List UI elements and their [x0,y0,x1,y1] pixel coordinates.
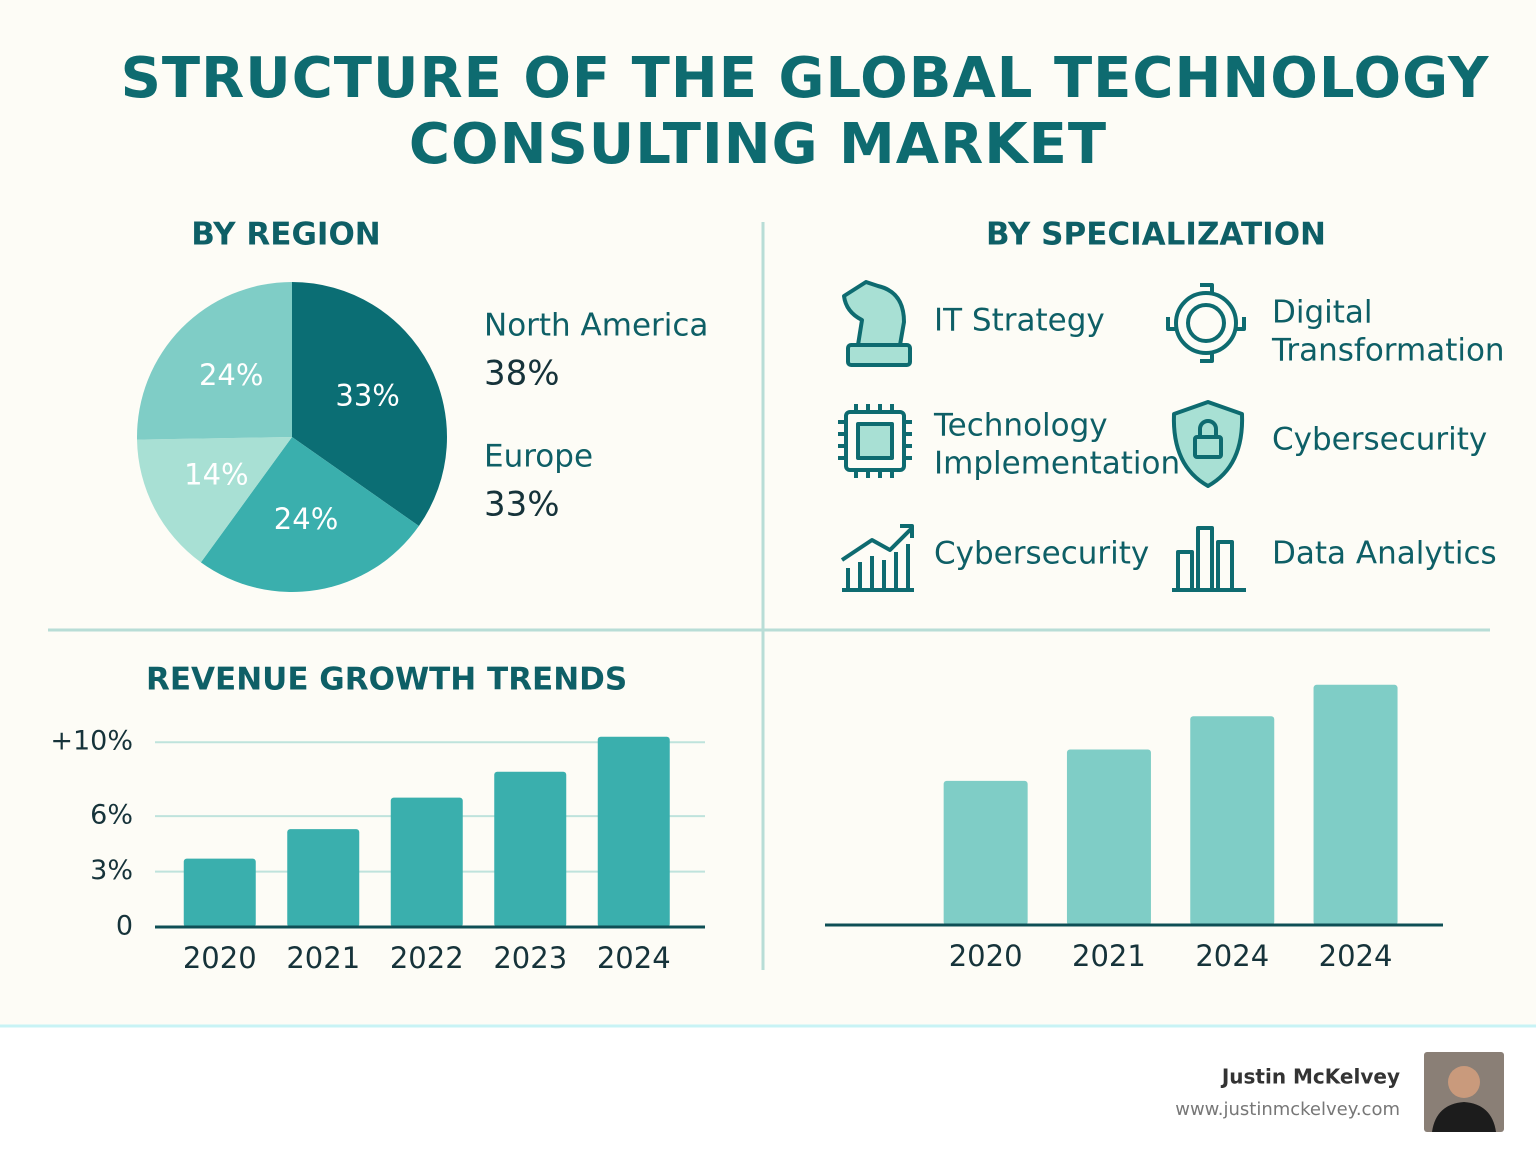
bar [494,771,567,927]
pie-label: 33% [335,379,399,413]
author-photo [1424,1052,1504,1132]
x-tick-label: 2020 [183,941,257,975]
footer-bg [0,1025,1536,1154]
highlight-name: Europe [484,439,593,475]
icon-shield [1171,400,1245,488]
pie-label: 24% [199,358,263,392]
specialization-label: Implementation [934,446,1180,482]
x-tick-label: 2022 [390,941,464,975]
icon-chess [842,280,912,367]
section-title: REVENUE GROWTH TRENDS [146,662,627,698]
bar [390,797,463,927]
author-url: www.justinmckelvey.com [1175,1099,1400,1120]
x-tick-label: 2021 [286,941,360,975]
bar [1313,684,1398,925]
bar [597,736,670,927]
pie-slice [137,437,292,563]
icon-chip [838,404,912,478]
title: STRUCTURE OF THE GLOBAL TECHNOLOGY [121,46,1490,111]
bar [1066,749,1151,925]
y-tick-label: 0 [116,911,133,942]
pie-label: 14% [184,457,248,491]
y-tick-label: +10% [50,726,133,757]
pie-label: 24% [274,502,338,536]
specialization-label: Digital [1272,295,1373,331]
icon-bars [1172,526,1246,592]
highlight-value: 33% [484,485,560,525]
specialization-label: Technology [933,408,1108,444]
y-tick-label: 3% [90,855,133,886]
x-tick-label: 2024 [1195,939,1269,973]
bar [183,858,256,927]
specialization-label: Cybersecurity [934,536,1149,572]
x-tick-label: 2021 [1072,939,1146,973]
icon-growth [840,524,914,592]
author-name: Justin McKelvey [1220,1065,1400,1089]
x-tick-label: 2024 [1319,939,1393,973]
section-title: BY REGION [191,217,381,253]
bar [287,829,360,927]
x-tick-label: 2024 [597,941,671,975]
y-tick-label: 6% [90,800,133,831]
specialization-label: Data Analytics [1272,536,1497,572]
bar [1190,716,1275,925]
title: CONSULTING MARKET [409,112,1107,177]
icon-gear [1166,283,1246,363]
x-tick-label: 2023 [493,941,567,975]
highlight-value: 38% [484,354,560,394]
pie-slice [292,282,447,527]
specialization-label: Cybersecurity [1272,422,1487,458]
specialization-label: IT Strategy [934,303,1105,339]
specialization-label: Transformation [1271,333,1505,369]
x-tick-label: 2020 [949,939,1023,973]
pie-slice [137,282,292,440]
bar [943,780,1028,925]
highlight-name: North America [484,308,708,344]
pie-slice [200,437,419,592]
section-title: BY SPECIALIZATION [986,217,1326,253]
